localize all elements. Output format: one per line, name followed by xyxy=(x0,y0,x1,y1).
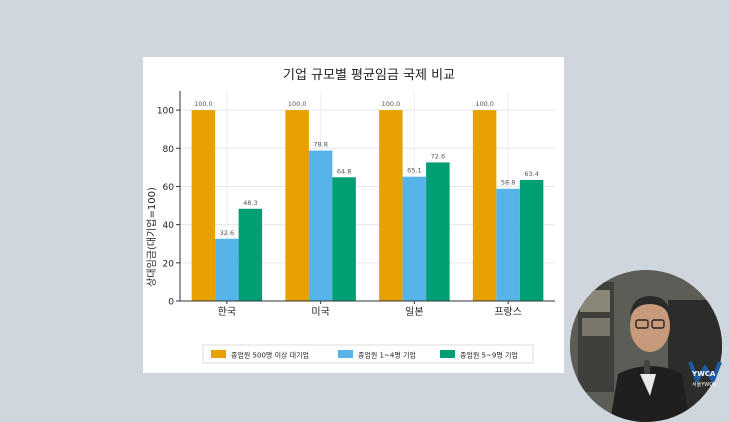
bar xyxy=(308,150,333,301)
x-tick-label: 일본 xyxy=(405,306,423,318)
ywca-logo: YWCA 서울YWCA xyxy=(688,360,722,390)
y-tick-label: 60 xyxy=(163,183,175,193)
y-axis-label: 상대임금(대기업=100) xyxy=(145,187,158,287)
legend-entry: 종업원 1~4명 기업 xyxy=(358,351,416,360)
bar xyxy=(472,110,497,301)
data-label: 72.6 xyxy=(431,152,445,160)
legend-swatch xyxy=(440,350,455,358)
legend-entry: 종업원 5~9명 기업 xyxy=(460,351,518,360)
bar xyxy=(332,177,356,301)
y-tick-label: 80 xyxy=(163,145,175,155)
x-tick-label: 프랑스 xyxy=(494,306,522,318)
data-label: 100.0 xyxy=(288,100,307,108)
legend-entry: 종업원 500명 이상 대기업 xyxy=(231,351,309,360)
data-label: 100.0 xyxy=(382,100,401,108)
y-tick-label: 0 xyxy=(168,298,174,308)
data-label: 100.0 xyxy=(194,100,213,108)
legend: 종업원 500명 이상 대기업 종업원 1~4명 기업 종업원 5~9명 기업 xyxy=(202,344,534,364)
y-tick-label: 20 xyxy=(163,259,175,269)
data-label: 65.1 xyxy=(407,167,421,175)
presentation-slide: 기업 규모별 평균임금 국제 비교 100.0 32.6 48.3 100.0 78.8… xyxy=(143,57,564,373)
data-label: 100.0 xyxy=(475,100,494,108)
bar xyxy=(238,208,263,301)
y-tick-label: 40 xyxy=(163,221,175,231)
data-label: 48.3 xyxy=(243,199,257,207)
data-label: 64.8 xyxy=(337,167,351,175)
chart-title: 기업 규모별 평균임금 국제 비교 xyxy=(283,68,455,83)
bar-chart: 기업 규모별 평균임금 국제 비교 100.0 32.6 48.3 100.0 78.8… xyxy=(145,68,555,364)
data-label: 32.6 xyxy=(220,229,234,237)
legend-swatch xyxy=(338,350,353,358)
bar xyxy=(426,162,450,301)
x-tick-label: 미국 xyxy=(311,306,329,318)
bar xyxy=(215,238,239,301)
bar xyxy=(402,176,427,301)
speaker-video xyxy=(570,270,722,422)
x-tick-label: 한국 xyxy=(218,306,236,318)
legend-swatch xyxy=(211,350,226,358)
logo-subtext: 서울YWCA xyxy=(692,382,717,388)
data-label: 58.8 xyxy=(501,179,515,187)
bar xyxy=(496,188,520,301)
logo-text: YWCA xyxy=(692,370,716,378)
bar xyxy=(191,110,216,301)
bar xyxy=(519,179,544,301)
legend-frame xyxy=(202,344,534,364)
bar xyxy=(379,110,403,301)
data-label: 63.4 xyxy=(524,170,538,178)
bar xyxy=(285,110,309,301)
data-label: 78.8 xyxy=(313,141,327,149)
y-tick-label: 100 xyxy=(157,107,174,117)
